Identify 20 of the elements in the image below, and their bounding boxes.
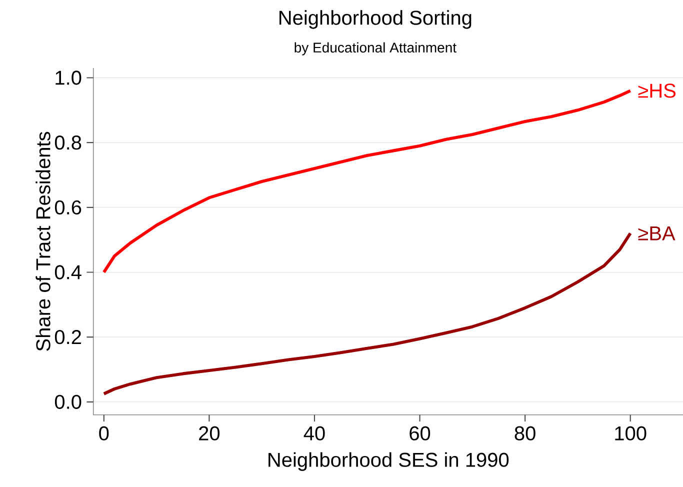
- line-series: [102, 89, 632, 274]
- x-tick-label: 100: [615, 426, 646, 440]
- x-tick-label: 80: [514, 426, 536, 440]
- y-tick-label: 0.4: [54, 265, 82, 280]
- y-tick-label: 0.0: [54, 394, 82, 410]
- x-tick-label: 40: [304, 426, 325, 440]
- x-tick-label: 20: [199, 426, 220, 440]
- chart-title: Neighborhood Sorting: [280, 10, 472, 29]
- y-tick-label: 0.8: [54, 136, 82, 150]
- x-tick-label: 60: [410, 426, 430, 440]
- x-tick-label: 0: [99, 426, 109, 440]
- y-axis-title: Share of Tract Residents: [36, 132, 50, 351]
- series-label: ≥BA: [638, 226, 676, 240]
- y-tick-label: 0.2: [54, 330, 81, 344]
- x-axis-title: Neighborhood SES in 1990: [268, 452, 509, 471]
- chart-subtitle: by Educational Attainment: [294, 42, 456, 56]
- series-label: ≥HS: [638, 84, 676, 98]
- y-tick-label: 1.0: [56, 70, 82, 85]
- line-series: [102, 232, 632, 396]
- y-tick-label: 0.6: [54, 200, 82, 215]
